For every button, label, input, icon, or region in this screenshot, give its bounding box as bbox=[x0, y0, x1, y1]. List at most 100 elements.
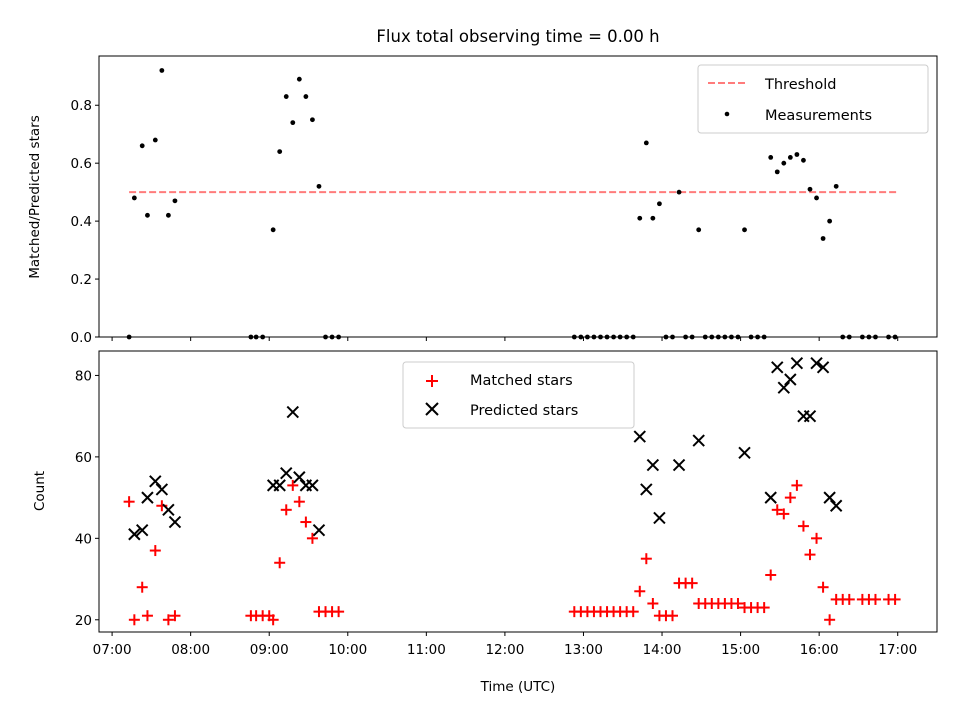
y-tick-label: 80 bbox=[75, 368, 92, 384]
measurement-point bbox=[172, 198, 178, 204]
matched-star-point bbox=[784, 492, 796, 504]
predicted-star-point bbox=[692, 434, 705, 447]
legend-x-marker-icon bbox=[425, 402, 439, 416]
predicted-star-point bbox=[640, 483, 653, 496]
y-tick-label: 20 bbox=[75, 613, 92, 629]
count-panel: Count Time (UTC) 20 40 60 80 07:00 08:00 09:00… bbox=[32, 350, 938, 695]
predicted-star-point bbox=[810, 357, 823, 370]
measurement-point bbox=[833, 183, 839, 189]
matched-star-point bbox=[843, 593, 855, 605]
predicted-star-point bbox=[764, 491, 777, 504]
x-tick-label: 16:00 bbox=[800, 642, 839, 658]
predicted-star-point bbox=[136, 523, 149, 537]
predicted-star-point bbox=[784, 373, 797, 386]
x-tick-label: 14:00 bbox=[643, 642, 682, 658]
legend-frame bbox=[402, 361, 635, 429]
x-tick-label: 08:00 bbox=[171, 642, 210, 658]
measurement-point bbox=[807, 186, 813, 192]
predicted-star-point bbox=[646, 458, 660, 472]
matched-star-point bbox=[123, 496, 135, 508]
matched-star-point bbox=[280, 504, 292, 516]
x-tick-label: 11:00 bbox=[407, 642, 446, 658]
matched-star-point bbox=[162, 614, 174, 626]
x-axis-label: Time (UTC) bbox=[480, 679, 556, 695]
measurement-point bbox=[742, 227, 747, 233]
predicted-star-point bbox=[280, 466, 293, 480]
matched-star-point bbox=[169, 610, 181, 622]
matched-star-point bbox=[627, 606, 639, 618]
matched-star-point bbox=[732, 597, 744, 609]
predicted-star-point bbox=[128, 528, 141, 541]
measurement-point bbox=[657, 201, 662, 207]
predicted-star-point bbox=[306, 479, 319, 492]
y-tick-label: 0.0 bbox=[71, 330, 92, 346]
predicted-star-point bbox=[653, 511, 666, 525]
measurement-point bbox=[820, 236, 826, 241]
measurement-point bbox=[643, 140, 649, 146]
predicted-star-point bbox=[672, 458, 686, 472]
y-axis-label-count: Count bbox=[32, 471, 48, 511]
matched-star-point bbox=[791, 479, 803, 491]
legend-measurement-dot-icon bbox=[724, 111, 730, 117]
matched-star-point bbox=[149, 545, 161, 557]
matched-star-point bbox=[771, 504, 783, 516]
matched-star-point bbox=[300, 516, 312, 528]
predicted-star-point bbox=[633, 430, 646, 443]
matched-star-point bbox=[889, 593, 901, 605]
measurement-point bbox=[159, 68, 165, 73]
y-tick-label: 0.6 bbox=[71, 156, 92, 172]
measurement-point bbox=[637, 215, 643, 221]
measurement-point bbox=[774, 169, 780, 175]
measurement-point bbox=[152, 137, 158, 143]
legend-plus-marker-icon bbox=[426, 375, 438, 387]
matched-star-point bbox=[686, 577, 698, 589]
measurement-point bbox=[768, 154, 774, 160]
measurement-point bbox=[165, 212, 171, 218]
matched-star-point bbox=[293, 496, 305, 508]
matched-star-point bbox=[824, 614, 836, 626]
matched-star-point bbox=[128, 614, 140, 626]
measurement-point bbox=[310, 117, 315, 123]
measurement-point bbox=[139, 143, 145, 149]
predicted-star-point bbox=[738, 446, 751, 460]
predicted-star-point bbox=[162, 503, 175, 517]
predicted-star-point bbox=[777, 381, 791, 394]
matched-star-point bbox=[797, 520, 809, 532]
measurement-point bbox=[316, 183, 322, 189]
matched-star-point bbox=[141, 610, 153, 622]
measurement-point bbox=[277, 149, 283, 154]
predicted-star-point bbox=[823, 491, 836, 504]
y-axis-label-ratio: Matched/Predicted stars bbox=[27, 115, 43, 278]
predicted-star-point bbox=[829, 499, 843, 512]
count-panel-frame bbox=[98, 350, 938, 633]
x-tick-label: 07:00 bbox=[93, 642, 132, 658]
matched-star-point bbox=[640, 553, 652, 565]
matched-star-point bbox=[647, 597, 659, 609]
measurement-point bbox=[145, 212, 150, 218]
x-tick-label: 17:00 bbox=[878, 642, 917, 658]
predicted-star-point bbox=[312, 523, 326, 537]
ratio-panel-frame bbox=[98, 55, 938, 338]
predicted-star-point bbox=[168, 515, 182, 529]
matched-star-point bbox=[804, 549, 816, 561]
measurement-point bbox=[781, 160, 787, 166]
count-plot-area bbox=[123, 357, 901, 626]
matched-star-point bbox=[267, 614, 279, 626]
predicted-star-point bbox=[816, 361, 830, 374]
count-legend: Matched stars Predicted stars bbox=[402, 361, 635, 429]
x-tick-label: 10:00 bbox=[328, 642, 367, 658]
count-axis-ticks: 20 40 60 80 07:00 08:00 09:00 10:00 11:00 12:00 13… bbox=[75, 368, 917, 658]
measurement-point bbox=[650, 215, 656, 221]
matched-star-point bbox=[274, 557, 286, 569]
legend-frame bbox=[697, 64, 929, 134]
x-tick-label: 15:00 bbox=[721, 642, 760, 658]
predicted-star-point bbox=[141, 491, 154, 504]
chart-title: Flux total observing time = 0.00 h bbox=[376, 27, 659, 46]
predicted-star-point bbox=[771, 361, 784, 374]
measurement-point bbox=[794, 152, 800, 157]
measurement-point bbox=[303, 94, 309, 99]
measurement-point bbox=[814, 195, 819, 201]
predicted-star-point bbox=[155, 483, 169, 496]
matched-star-point bbox=[869, 593, 881, 605]
